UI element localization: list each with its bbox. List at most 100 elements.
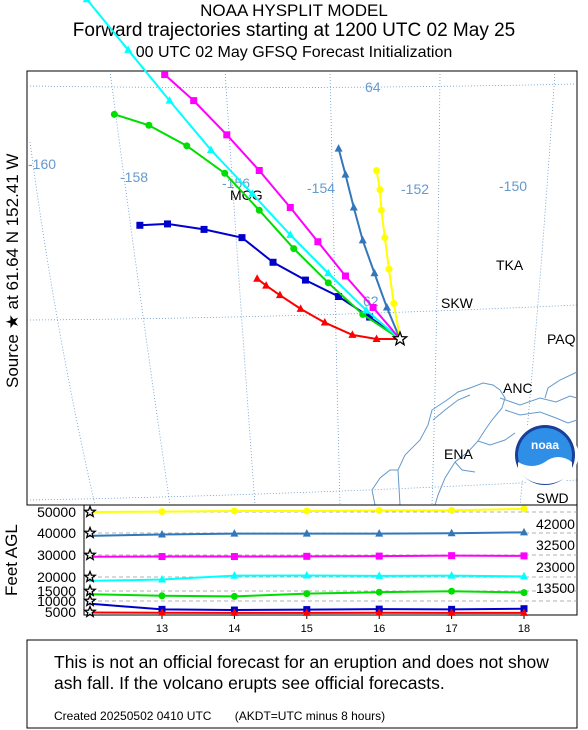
- height-point: [230, 608, 239, 616]
- map-frame: [26, 70, 578, 506]
- trajectory-point: [124, 45, 133, 53]
- right-height-label: 32500: [536, 537, 575, 553]
- station-label-anc: ANC: [503, 380, 533, 396]
- y-tick-label: 40000: [37, 525, 76, 541]
- height-point: [158, 530, 166, 538]
- trajectory-point: [373, 166, 381, 174]
- y-axis-label: Feet AGL: [2, 524, 21, 596]
- trajectory-point: [377, 206, 385, 214]
- height-point: [230, 571, 239, 579]
- start-star-icon: [83, 604, 97, 618]
- height-point: [520, 571, 528, 580]
- graticule-line: [224, 70, 256, 506]
- graticule-line: [329, 70, 341, 506]
- x-tick-label: 15: [301, 623, 313, 635]
- trajectory-point: [366, 313, 374, 321]
- trajectory-point: [163, 220, 171, 228]
- trajectory-point: [165, 96, 174, 104]
- trajectories: [82, 0, 409, 347]
- trajectory-point: [376, 186, 384, 194]
- trajectory-point: [145, 121, 153, 129]
- height-point: [448, 552, 456, 560]
- height-point: [447, 608, 456, 616]
- trajectory-point: [324, 279, 332, 287]
- coastline: [371, 371, 578, 506]
- source-star-icon: [391, 330, 409, 347]
- trajectory-point: [349, 202, 358, 211]
- height-point: [158, 553, 166, 561]
- height-point: [520, 608, 528, 616]
- trajectory-point: [286, 203, 294, 211]
- trajectory-point: [238, 234, 246, 242]
- height-point: [230, 529, 239, 537]
- trajectory-point: [136, 221, 144, 229]
- height-point: [303, 552, 311, 560]
- x-tick-label: 16: [373, 623, 385, 635]
- trajectory-point: [362, 305, 371, 314]
- graticule-line: [29, 83, 578, 88]
- trajectory-point: [324, 268, 333, 277]
- height-point: [303, 507, 311, 515]
- height-point: [230, 592, 238, 600]
- trajectory-point: [269, 258, 277, 266]
- height-point: [375, 507, 383, 515]
- coastline-segment: [371, 469, 398, 506]
- trajectory-point: [390, 299, 398, 307]
- trajectory-point: [385, 265, 393, 273]
- logo-wave: [518, 457, 572, 484]
- x-tick-label: 18: [518, 623, 530, 635]
- trajectory-point: [206, 145, 215, 153]
- trajectory-point: [190, 97, 198, 105]
- height-point: [375, 552, 383, 560]
- trajectory-point: [296, 304, 305, 312]
- start-star-icon: [83, 504, 97, 518]
- height-point: [520, 589, 528, 597]
- longitude-label: -158: [120, 169, 148, 185]
- height-point: [375, 588, 383, 596]
- trajectory-point: [262, 281, 271, 289]
- graticule-line: [109, 70, 171, 506]
- height-point: [520, 552, 528, 560]
- trajectory-point: [248, 189, 257, 197]
- map-labels: -160-158 -156 -154 -152 -1506462MCGTKASKWPAQ…: [28, 79, 576, 506]
- trajectory-line-2: [114, 113, 401, 340]
- created-footer: Created 20250502 0410 UTC (AKDT=UTC minu…: [54, 709, 386, 723]
- sub-title: 00 UTC 02 May GFSQ Forecast Initializati…: [135, 44, 453, 61]
- trajectory-point: [382, 302, 391, 311]
- trajectory-point: [381, 234, 389, 242]
- station-label-tka: TKA: [496, 257, 524, 273]
- coastline-segment: [544, 371, 578, 399]
- trajectory-point: [335, 293, 343, 301]
- height-point: [302, 529, 311, 537]
- y-tick-label: 50000: [37, 504, 76, 520]
- trajectory-point: [372, 334, 381, 342]
- station-label-paq: PAQ: [547, 331, 576, 347]
- trajectory-point: [275, 290, 284, 299]
- model-title: NOAA HYSPLIT MODEL: [200, 1, 388, 20]
- trajectory-point: [223, 131, 231, 139]
- coastline-segment: [477, 432, 516, 446]
- y-tick-label: 20000: [37, 569, 76, 585]
- start-star-icon: [83, 569, 97, 583]
- latitude-label: 64: [365, 79, 381, 95]
- coastline-segment: [397, 382, 506, 506]
- trajectory-line-4: [164, 73, 401, 340]
- height-point: [158, 508, 166, 516]
- station-label-ena: ENA: [444, 446, 473, 462]
- longitude-label: -154: [307, 180, 335, 196]
- trajectory-point: [290, 245, 298, 253]
- station-label-swd: SWD: [536, 490, 569, 506]
- trajectory-point: [370, 268, 379, 277]
- graticule-line: [431, 70, 441, 506]
- height-point: [303, 590, 311, 598]
- x-tick-label: 17: [445, 623, 457, 635]
- height-point: [158, 608, 166, 616]
- main-title: Forward trajectories starting at 1200 UT…: [72, 20, 516, 41]
- height-point: [447, 528, 456, 537]
- height-point: [302, 608, 311, 616]
- height-point: [158, 592, 166, 600]
- height-point: [375, 571, 384, 579]
- height-point: [448, 587, 456, 595]
